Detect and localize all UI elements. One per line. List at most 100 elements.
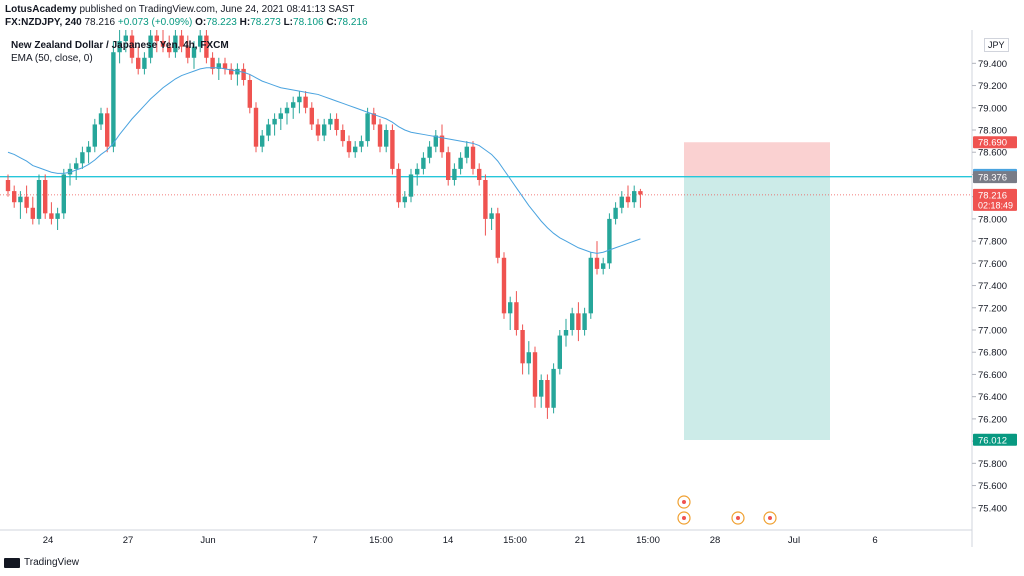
y-tick-label: 75.600: [978, 481, 1007, 492]
candle-body: [446, 152, 451, 180]
brand-name: TradingView: [24, 557, 80, 568]
price-label-text: 76.012: [978, 435, 1007, 446]
candle-body: [105, 113, 110, 147]
footer: TradingView: [4, 557, 79, 568]
candle-body: [247, 80, 252, 108]
candle-body: [24, 196, 29, 208]
candle-body: [61, 174, 66, 214]
candle-body: [508, 302, 513, 314]
close-value: 78.216: [336, 17, 368, 28]
candle-body: [532, 352, 538, 397]
x-tick-label: Jul: [788, 535, 800, 546]
candle-body: [439, 135, 445, 153]
candle-body: [489, 213, 494, 219]
x-tick-label: 15:00: [636, 535, 660, 546]
author[interactable]: LotusAcademy: [5, 4, 77, 15]
candle-body: [594, 257, 600, 269]
candle-body: [278, 113, 283, 119]
candle-body: [49, 213, 54, 219]
candle-body: [36, 180, 42, 219]
candle-body: [427, 146, 432, 158]
ema-label[interactable]: EMA (50, close, 0): [11, 53, 93, 64]
high-value: 78.273: [250, 17, 281, 28]
candle-body: [501, 257, 507, 314]
open-value: 78.223: [206, 17, 237, 28]
x-tick-label: 15:00: [503, 535, 527, 546]
candle-body: [43, 180, 48, 214]
price-label-box: [973, 171, 1017, 184]
event-marker-dot: [682, 516, 686, 520]
candle-body: [185, 46, 190, 58]
x-tick-label: 15:00: [369, 535, 393, 546]
candle-body: [495, 213, 500, 258]
low-label: L:: [283, 17, 294, 28]
candle-body: [384, 130, 389, 147]
candle-body: [588, 257, 593, 314]
candle-body: [477, 168, 482, 180]
candle-body: [470, 146, 476, 169]
candle-body: [452, 168, 457, 180]
low-value: 78.106: [293, 17, 324, 28]
x-tick-label: 21: [575, 535, 586, 546]
candle-body: [253, 107, 259, 147]
candle-body: [191, 46, 197, 58]
y-tick-label: 79.000: [978, 103, 1007, 114]
candle-body: [520, 330, 525, 364]
candle-body: [92, 124, 97, 147]
x-tick-label: Jun: [200, 535, 215, 546]
candle-body: [365, 113, 370, 142]
candle-body: [154, 35, 159, 42]
candle-body: [284, 107, 290, 114]
event-marker-dot: [682, 500, 686, 504]
x-tick-label: 14: [443, 535, 454, 546]
candle-body: [619, 196, 624, 208]
candle-body: [309, 107, 314, 125]
candle-body: [142, 57, 147, 69]
candle-body: [80, 152, 85, 164]
candle-body: [315, 124, 321, 136]
currency-label[interactable]: JPY: [984, 38, 1009, 52]
candle-body: [222, 63, 228, 69]
y-tick-label: 78.000: [978, 214, 1007, 225]
open-label: O:: [195, 17, 207, 28]
x-tick-label: 27: [123, 535, 134, 546]
stop-loss-zone: [684, 142, 830, 177]
candle-body: [322, 124, 327, 136]
candle-body: [148, 35, 153, 58]
y-tick-label: 77.400: [978, 281, 1007, 292]
candle-body: [111, 52, 116, 147]
candle-body: [638, 191, 643, 195]
candle-body: [241, 68, 246, 80]
candle-body: [613, 207, 618, 219]
candle-body: [402, 196, 407, 203]
x-tick-label: 28: [710, 535, 721, 546]
candle-body: [340, 130, 345, 142]
price-label-text: 78.690: [978, 138, 1007, 149]
candle-body: [272, 118, 277, 125]
candle-body: [421, 157, 426, 169]
candle-body: [408, 174, 414, 197]
candle-body: [526, 352, 531, 364]
candle-body: [601, 263, 606, 269]
candle-body: [632, 191, 637, 203]
y-tick-label: 78.800: [978, 126, 1007, 137]
candle-body: [179, 35, 184, 47]
price-label-countdown: 02:18:49: [978, 200, 1013, 210]
candle-body: [123, 35, 128, 42]
candle-body: [129, 35, 135, 58]
candle-body: [371, 113, 376, 125]
candle-body: [545, 380, 550, 408]
last-price: 78.216: [84, 17, 116, 28]
y-tick-label: 78.600: [978, 148, 1007, 159]
candle-body: [136, 57, 141, 69]
y-tick-label: 77.600: [978, 259, 1007, 270]
candle-body: [576, 313, 581, 330]
candle-body: [210, 57, 215, 69]
y-tick-label: 76.600: [978, 370, 1007, 381]
ema-line: [7, 67, 641, 254]
y-tick-label: 76.200: [978, 414, 1007, 425]
y-tick-label: 79.400: [978, 59, 1007, 70]
candle-body: [483, 180, 488, 219]
price-label-text: 78.216: [978, 190, 1007, 201]
